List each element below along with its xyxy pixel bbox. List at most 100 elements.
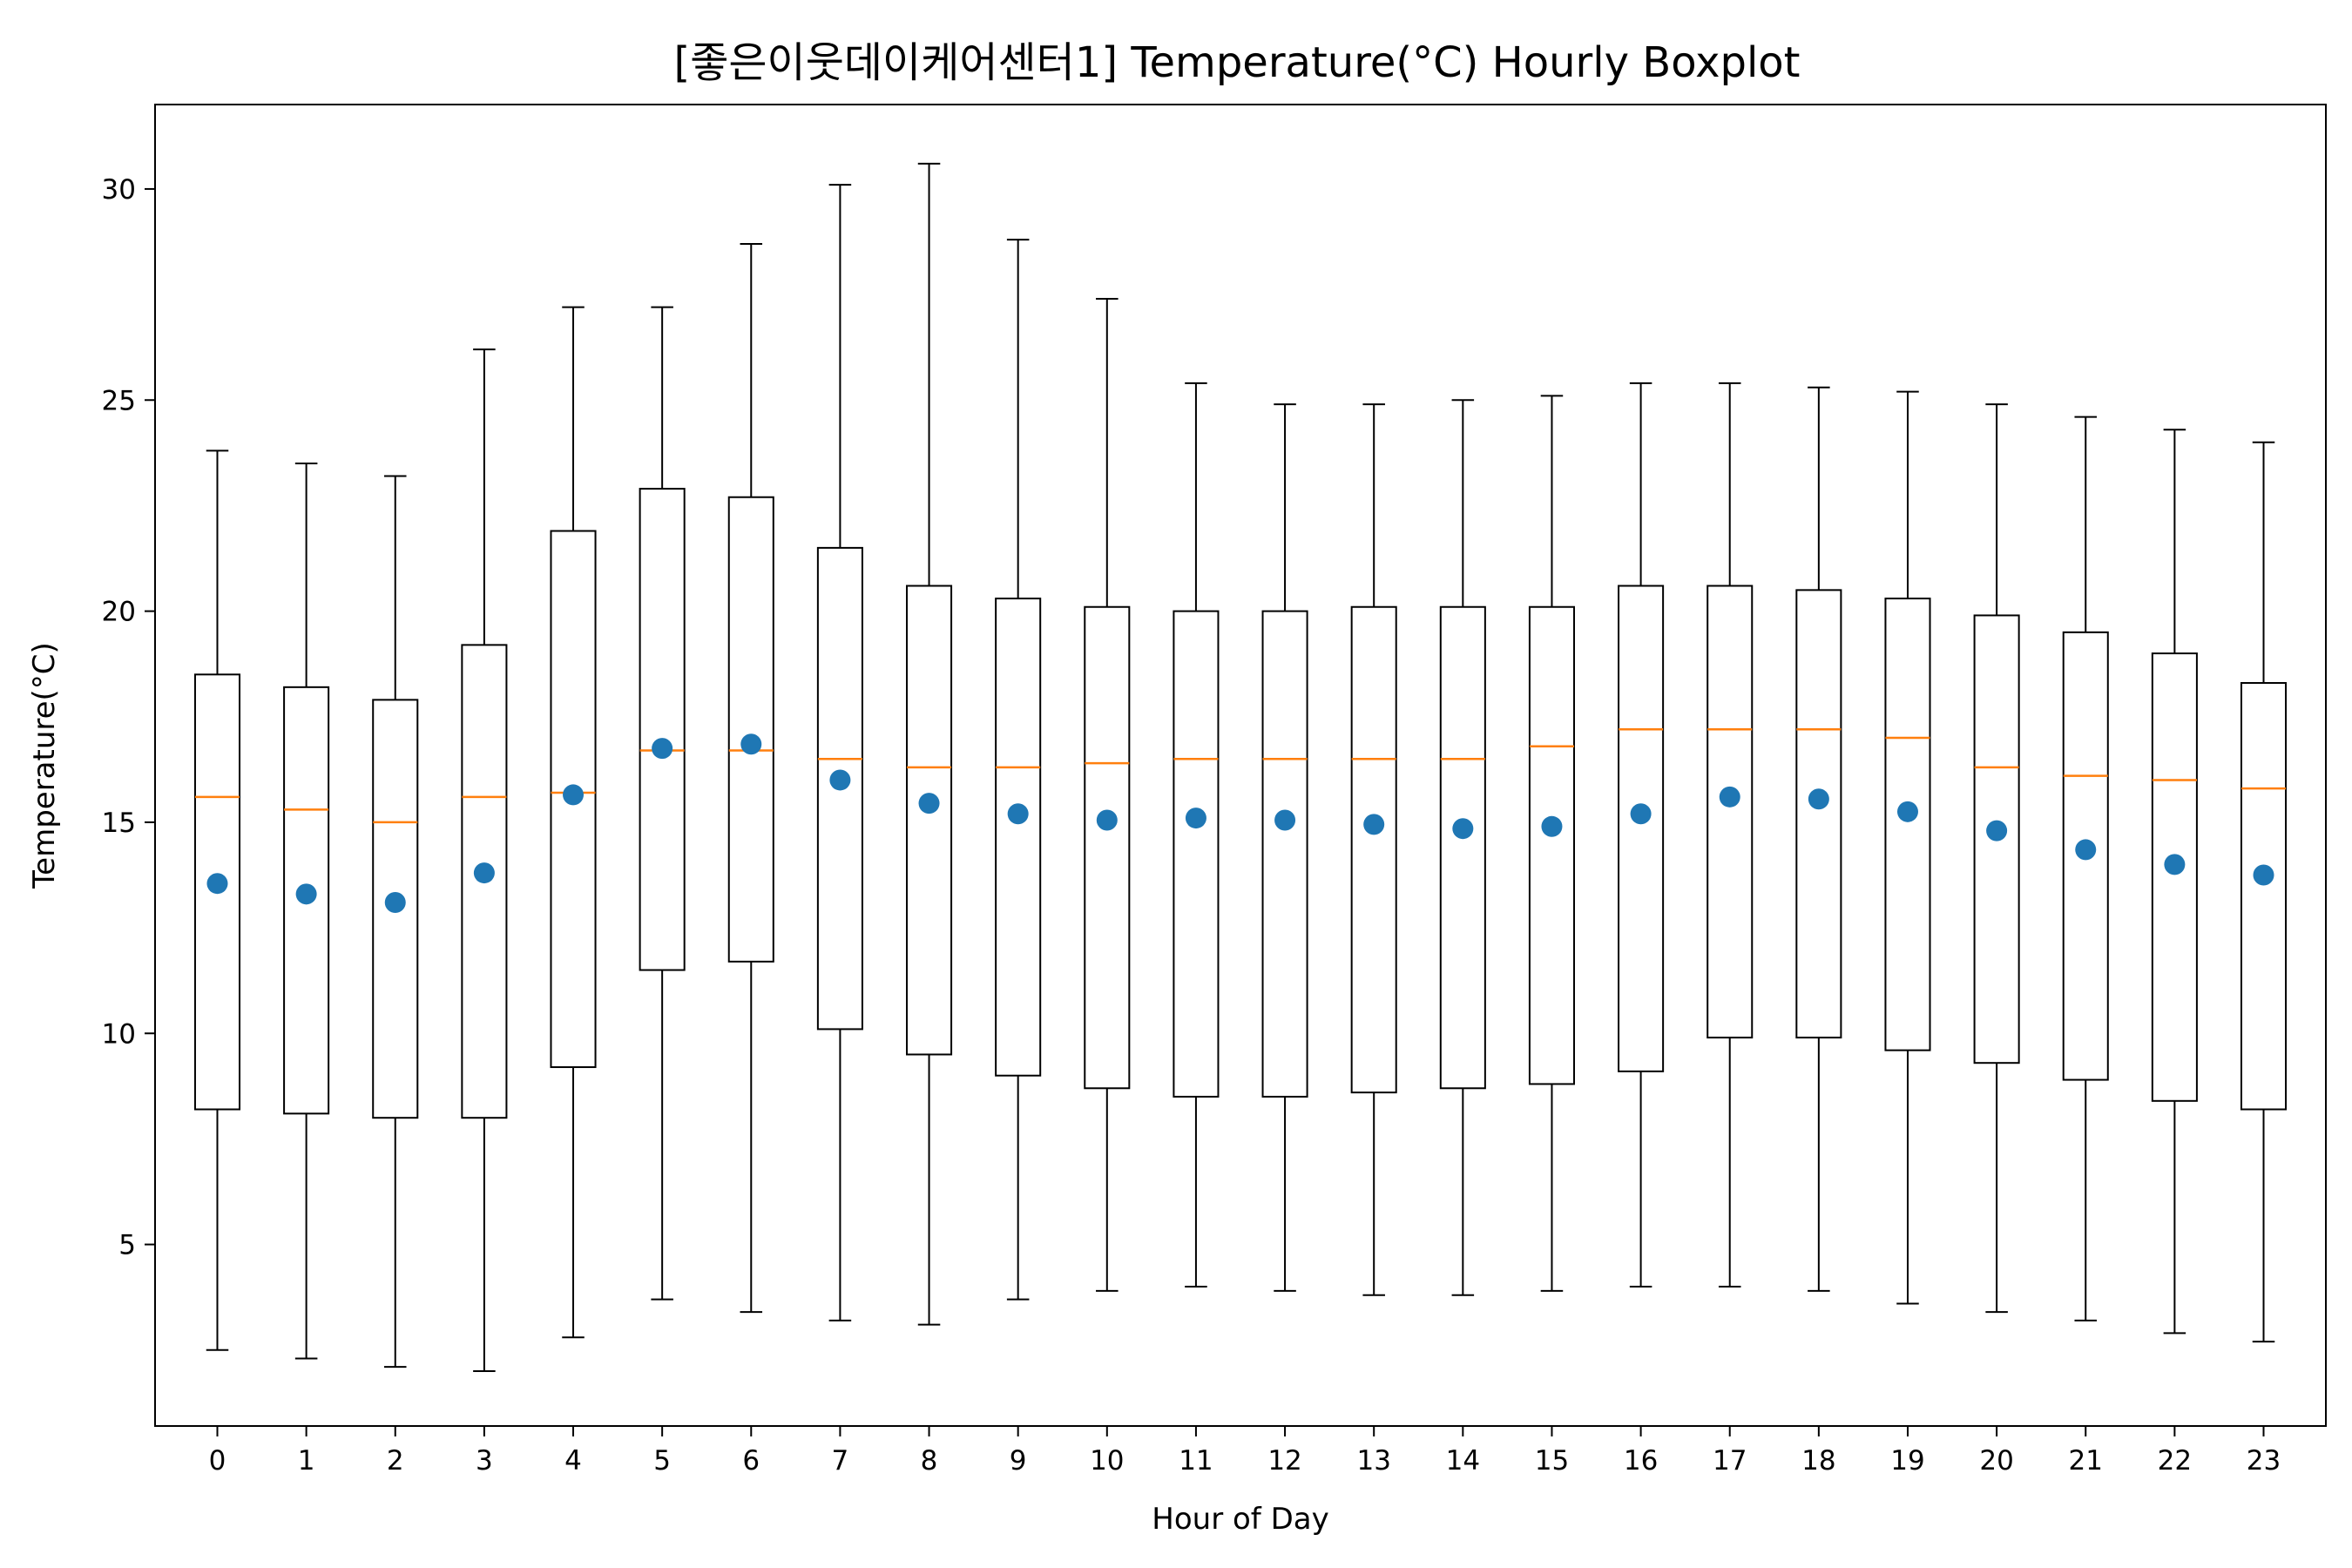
- box-group-hour-14: [1439, 399, 1486, 1296]
- box-group-hour-17: [1707, 382, 1754, 1288]
- box-group-hour-2: [372, 475, 419, 1369]
- x-tick-label: 11: [1179, 1445, 1213, 1477]
- iqr-box: [461, 644, 508, 1119]
- x-tick-label: 1: [298, 1445, 315, 1477]
- y-tick-label: 10: [102, 1018, 136, 1050]
- iqr-box: [1795, 589, 1842, 1039]
- mean-marker: [1719, 786, 1740, 808]
- box-group-hour-20: [1973, 403, 2020, 1314]
- box-group-hour-8: [906, 162, 953, 1326]
- y-axis-title: Temperature(°C): [27, 642, 62, 889]
- x-tick-label: 6: [742, 1445, 760, 1477]
- box-group-hour-22: [2151, 429, 2198, 1335]
- x-tick-label: 3: [476, 1445, 493, 1477]
- iqr-box: [1707, 585, 1754, 1039]
- y-tick-label: 5: [118, 1230, 136, 1261]
- x-tick-label: 18: [1801, 1445, 1835, 1477]
- x-tick-label: 2: [387, 1445, 404, 1477]
- box-group-hour-13: [1350, 403, 1397, 1296]
- mean-marker: [740, 733, 762, 755]
- iqr-box: [639, 488, 686, 971]
- box-group-hour-3: [461, 348, 508, 1372]
- mean-marker: [1363, 814, 1385, 835]
- y-tick-label: 25: [102, 385, 136, 416]
- x-tick-label: 5: [653, 1445, 671, 1477]
- box-group-hour-16: [1618, 382, 1665, 1288]
- x-tick-label: 10: [1090, 1445, 1124, 1477]
- iqr-box: [372, 699, 419, 1119]
- y-axis: 5 10 15 20 25 30: [102, 174, 155, 1261]
- iqr-box: [816, 546, 863, 1031]
- box-group-hour-12: [1261, 403, 1308, 1292]
- iqr-box: [2240, 681, 2288, 1111]
- mean-marker: [1541, 815, 1563, 837]
- iqr-box: [906, 585, 953, 1056]
- x-axis: 0 1 2 3 4 5 6 7 8 9 10 11 12 13 14 15 16 17 18 19 20 21 22 23: [209, 1426, 2281, 1477]
- box-group-hour-19: [1884, 390, 1931, 1305]
- box-group-hour-6: [727, 242, 774, 1314]
- x-tick-label: 8: [921, 1445, 938, 1477]
- x-tick-label: 7: [832, 1445, 849, 1477]
- mean-marker: [1185, 808, 1206, 829]
- box-group-hour-11: [1173, 382, 1220, 1288]
- box-group-hour-15: [1528, 395, 1575, 1292]
- mean-marker: [1274, 809, 1296, 831]
- mean-marker: [295, 883, 317, 905]
- iqr-box: [1528, 605, 1575, 1085]
- x-tick-label: 9: [1010, 1445, 1027, 1477]
- iqr-box: [1618, 585, 1665, 1072]
- box-group-hour-18: [1795, 386, 1842, 1292]
- mean-marker: [918, 793, 940, 814]
- mean-marker: [1096, 809, 1118, 831]
- iqr-box: [283, 686, 330, 1115]
- box-group-hour-10: [1084, 297, 1131, 1292]
- y-tick-label: 15: [102, 808, 136, 839]
- box-group-hour-1: [283, 462, 330, 1360]
- box-group-hour-5: [639, 306, 686, 1301]
- mean-marker: [2075, 839, 2097, 861]
- x-tick-label: 22: [2158, 1445, 2192, 1477]
- mean-marker: [1452, 818, 1474, 840]
- iqr-box: [1084, 605, 1131, 1090]
- iqr-box: [727, 496, 774, 963]
- x-tick-label: 14: [1446, 1445, 1480, 1477]
- iqr-box: [1884, 598, 1931, 1051]
- x-tick-label: 12: [1267, 1445, 1301, 1477]
- iqr-box: [2151, 652, 2198, 1102]
- iqr-box: [1350, 605, 1397, 1094]
- iqr-box: [995, 598, 1042, 1077]
- box-group-hour-7: [816, 184, 863, 1321]
- iqr-box: [2062, 631, 2109, 1081]
- box-group-hour-0: [193, 449, 241, 1351]
- mean-marker: [1808, 788, 1829, 810]
- x-tick-label: 19: [1890, 1445, 1924, 1477]
- iqr-box: [1261, 610, 1308, 1098]
- x-tick-label: 17: [1713, 1445, 1747, 1477]
- x-axis-title: Hour of Day: [1152, 1502, 1328, 1537]
- iqr-box: [193, 673, 241, 1111]
- mean-marker: [473, 862, 495, 884]
- x-tick-label: 23: [2247, 1445, 2281, 1477]
- chart-title: [좋은이웃데이케어센터1] Temperature(°C) Hourly Box…: [674, 38, 1801, 87]
- mean-marker: [652, 738, 673, 760]
- iqr-box: [1173, 610, 1220, 1098]
- iqr-box: [550, 530, 597, 1069]
- iqr-box: [1973, 614, 2020, 1064]
- mean-marker: [206, 873, 228, 895]
- box-group-hour-23: [2240, 441, 2288, 1343]
- x-tick-label: 20: [1979, 1445, 2013, 1477]
- x-tick-label: 13: [1356, 1445, 1390, 1477]
- iqr-box: [1439, 605, 1486, 1090]
- x-tick-label: 4: [564, 1445, 582, 1477]
- mean-marker: [384, 892, 406, 914]
- plot-area: [193, 162, 2288, 1372]
- x-tick-label: 16: [1624, 1445, 1658, 1477]
- box-group-hour-21: [2062, 416, 2109, 1321]
- mean-marker: [1630, 803, 1652, 825]
- mean-marker: [829, 769, 851, 791]
- x-tick-label: 15: [1535, 1445, 1569, 1477]
- box-group-hour-4: [550, 306, 597, 1339]
- mean-marker: [2253, 864, 2274, 886]
